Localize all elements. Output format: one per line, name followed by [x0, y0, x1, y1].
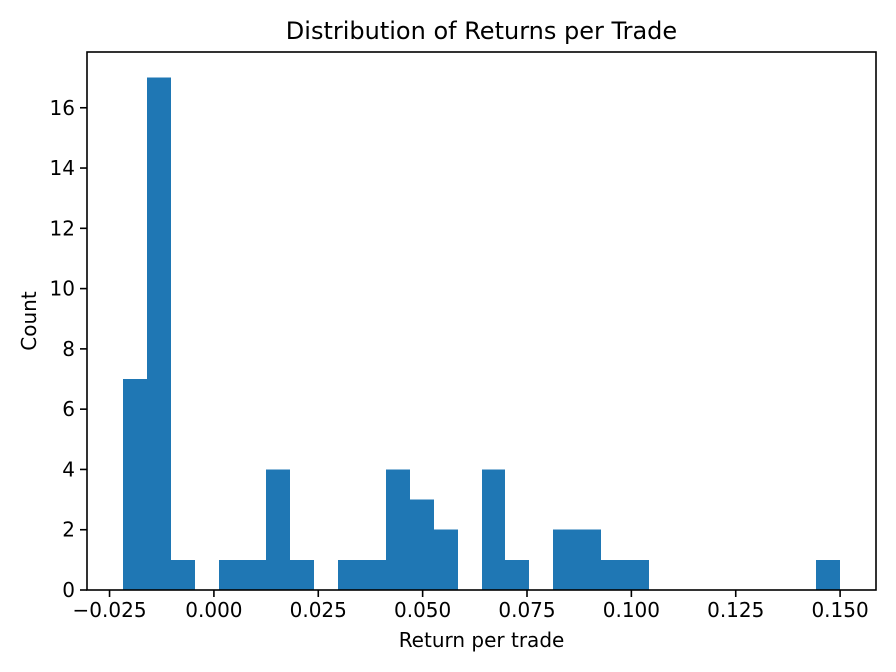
- y-tick-label: 2: [62, 518, 75, 542]
- x-tick-label: 0.050: [394, 598, 451, 622]
- x-tick-label: 0.025: [290, 598, 347, 622]
- histogram-bar: [553, 529, 577, 590]
- histogram-bar: [171, 559, 195, 590]
- x-axis-label: Return per trade: [398, 628, 565, 652]
- y-tick-label: 12: [50, 216, 75, 240]
- histogram-bar: [577, 529, 601, 590]
- histogram-bar: [601, 559, 625, 590]
- x-tick-label: 0.075: [498, 598, 555, 622]
- y-tick-label: 14: [50, 156, 75, 180]
- histogram-bar: [147, 77, 171, 591]
- histogram-bar: [290, 559, 314, 590]
- y-axis-label: Count: [17, 291, 41, 351]
- histogram-bar: [219, 559, 242, 590]
- histogram-bar: [816, 559, 840, 590]
- histogram-bar: [625, 559, 649, 590]
- y-tick-label: 8: [62, 337, 75, 361]
- histogram-bar: [505, 559, 529, 590]
- histogram-bar: [123, 379, 147, 590]
- x-tick-label: 0.100: [603, 598, 660, 622]
- x-tick-label: 0.150: [811, 598, 868, 622]
- histogram-bar: [482, 469, 505, 590]
- x-tick-label: 0.000: [185, 598, 242, 622]
- histogram-bar: [242, 559, 266, 590]
- histogram-bar: [386, 469, 410, 590]
- plot-border: [86, 51, 877, 591]
- histogram-bar: [434, 529, 458, 590]
- histogram-bar: [266, 469, 290, 590]
- y-tick-label: 10: [50, 277, 75, 301]
- histogram-bar: [410, 499, 434, 590]
- histogram-bar: [362, 559, 386, 590]
- y-tick-label: 6: [62, 397, 75, 421]
- x-tick-label: 0.125: [707, 598, 764, 622]
- histogram-bar: [338, 559, 362, 590]
- chart-title: Distribution of Returns per Trade: [285, 17, 678, 45]
- x-tick-label: −0.025: [73, 598, 147, 622]
- y-tick-label: 0: [62, 578, 75, 602]
- y-tick-label: 4: [62, 457, 75, 481]
- y-tick-label: 16: [50, 96, 75, 120]
